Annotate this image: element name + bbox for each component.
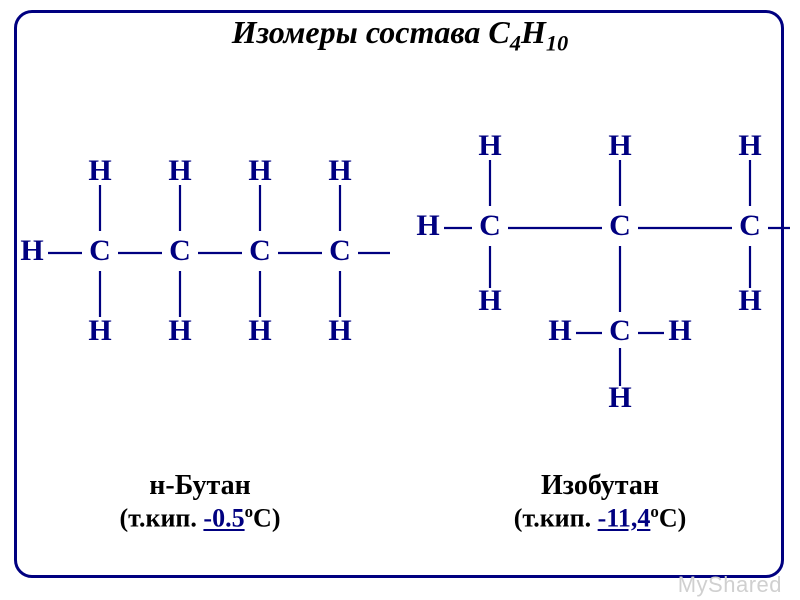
bp-unit-right: С) [659, 504, 686, 533]
title-mid: H [521, 14, 546, 50]
bp-label-left: (т.кип. [120, 504, 204, 533]
bp-value-right: -11,4 [598, 504, 651, 533]
svg-text:C: C [739, 208, 761, 241]
title-sub2: 10 [546, 30, 568, 55]
svg-text:H: H [478, 128, 501, 161]
n-butane-svg: CCCCHHHHHHHHHH [10, 113, 390, 373]
svg-text:C: C [89, 233, 111, 266]
page-title: Изомеры состава C4H10 [0, 14, 800, 56]
svg-text:H: H [416, 208, 439, 241]
caption-right: Изобутан (т.кип. -11,4оС) [400, 470, 800, 534]
bp-value-left: -0.5 [203, 504, 244, 533]
svg-text:H: H [20, 233, 43, 266]
title-sub1: 4 [510, 30, 521, 55]
svg-text:H: H [88, 153, 111, 186]
svg-text:H: H [168, 313, 191, 346]
svg-text:H: H [248, 313, 271, 346]
watermark: MyShared [678, 572, 782, 598]
svg-text:H: H [88, 313, 111, 346]
molecule-n-butane: CCCCHHHHHHHHHH [10, 113, 390, 378]
svg-text:H: H [328, 313, 351, 346]
svg-text:H: H [738, 128, 761, 161]
diagram-area: CCCCHHHHHHHHHH CCCCHHHHHHHHHH [0, 70, 800, 420]
caption-right-bp: (т.кип. -11,4оС) [400, 502, 800, 534]
svg-text:C: C [609, 313, 631, 346]
svg-text:H: H [478, 283, 501, 316]
svg-text:H: H [608, 380, 631, 407]
svg-text:C: C [329, 233, 351, 266]
deg-left: о [245, 502, 253, 521]
bp-unit-left: С) [253, 504, 280, 533]
svg-text:C: C [479, 208, 501, 241]
isobutane-svg: CCCCHHHHHHHHHH [410, 78, 790, 408]
svg-text:H: H [548, 313, 571, 346]
svg-text:H: H [668, 313, 691, 346]
molecule-isobutane: CCCCHHHHHHHHHH [410, 78, 790, 413]
svg-text:H: H [328, 153, 351, 186]
svg-text:H: H [608, 128, 631, 161]
svg-text:H: H [738, 283, 761, 316]
deg-right: о [650, 502, 658, 521]
svg-text:H: H [248, 153, 271, 186]
title-prefix: Изомеры состава C [232, 14, 510, 50]
bp-label-right: (т.кип. [514, 504, 598, 533]
caption-right-name: Изобутан [400, 470, 800, 502]
svg-text:C: C [249, 233, 271, 266]
svg-text:C: C [169, 233, 191, 266]
caption-left: н-Бутан (т.кип. -0.5оС) [0, 470, 400, 534]
caption-left-bp: (т.кип. -0.5оС) [0, 502, 400, 534]
svg-text:C: C [609, 208, 631, 241]
caption-left-name: н-Бутан [0, 470, 400, 502]
svg-text:H: H [168, 153, 191, 186]
